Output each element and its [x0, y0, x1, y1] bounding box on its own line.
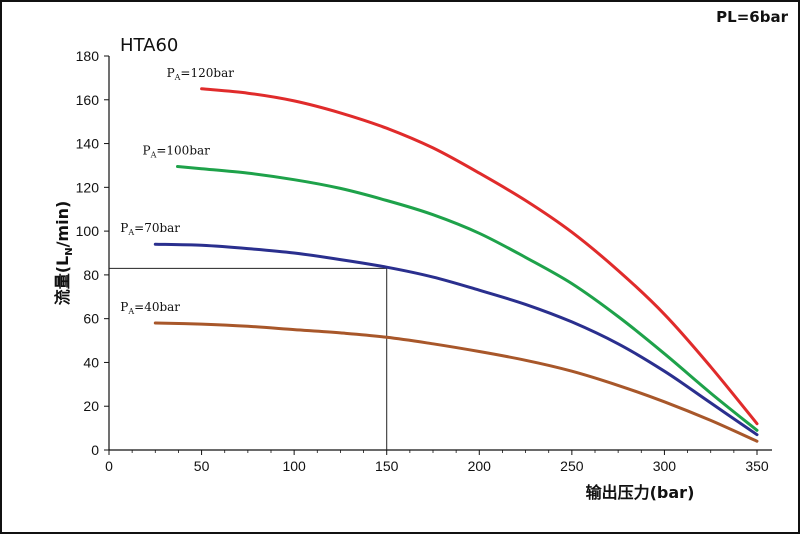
- y-tick-label: 140: [76, 136, 100, 152]
- series-label-prefix: P: [167, 66, 175, 80]
- x-tick-label: 150: [375, 458, 399, 474]
- y-tick-label: 80: [83, 267, 99, 283]
- series-label-40bar: PA=40bar: [120, 300, 180, 316]
- axes: [108, 56, 772, 451]
- series-label-sub: A: [150, 151, 157, 160]
- series-label-suffix: =70bar: [134, 221, 180, 235]
- x-axis-label: 输出压力(bar): [586, 483, 695, 502]
- series-label-120bar: PA=120bar: [167, 66, 235, 82]
- series-line-120bar: [200, 87, 759, 426]
- x-tick-label: 50: [194, 458, 210, 474]
- y-axis-label: 流量(LN/min): [53, 201, 75, 306]
- series-label-suffix: =100bar: [156, 144, 210, 158]
- series-line-100bar: [176, 165, 759, 432]
- y-axis-label-main: 流量(L: [53, 256, 72, 306]
- y-tick-label: 100: [76, 223, 100, 239]
- y-tick-label: 20: [83, 398, 99, 414]
- series-label-prefix: P: [120, 300, 128, 314]
- y-tick-label: 0: [91, 442, 99, 458]
- corner-label: PL=6bar: [716, 8, 788, 26]
- series-label-suffix: =120bar: [180, 66, 234, 80]
- series-label-sub: A: [174, 73, 181, 82]
- y-tick-label: 180: [76, 48, 100, 64]
- series-label-sub: A: [127, 307, 134, 316]
- series-line-70bar: [153, 242, 759, 437]
- chart-title: HTA60: [120, 35, 178, 56]
- x-tick-label: 350: [745, 458, 769, 474]
- x-tick-label: 250: [560, 458, 584, 474]
- y-axis-label-tail: /min): [53, 201, 72, 248]
- series-label-sub: A: [127, 228, 134, 237]
- series-label-prefix: P: [120, 221, 128, 235]
- x-tick-label: 0: [105, 458, 113, 474]
- series-label-prefix: P: [143, 144, 151, 158]
- y-tick-label: 120: [76, 179, 100, 195]
- axis-ticks: 0 50 100 150 200 250 300 350 0 20 40 60 80 100 120 140 1…: [76, 48, 769, 474]
- series-label-100bar: PA=100bar: [143, 144, 211, 160]
- y-axis-label-sub: N: [64, 247, 75, 255]
- x-tick-label: 200: [468, 458, 492, 474]
- x-tick-label: 300: [653, 458, 677, 474]
- series-label-suffix: =40bar: [134, 300, 180, 314]
- y-tick-label: 60: [83, 311, 99, 327]
- series-lines: [153, 87, 759, 443]
- series-line-40bar: [153, 321, 759, 443]
- series-label-70bar: PA=70bar: [120, 221, 180, 237]
- y-tick-label: 40: [83, 354, 99, 370]
- reference-lines: [109, 267, 388, 450]
- y-tick-label: 160: [76, 92, 100, 108]
- x-tick-label: 100: [282, 458, 306, 474]
